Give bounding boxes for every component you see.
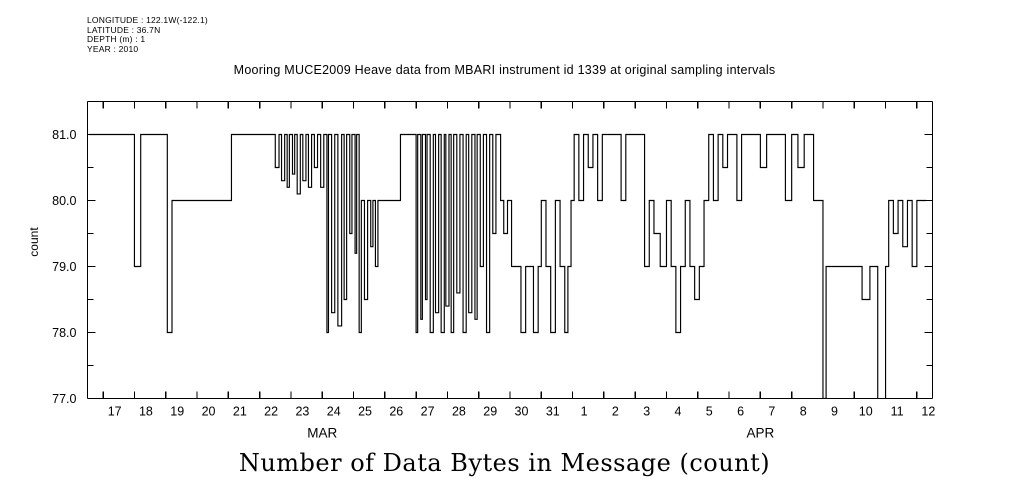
x-tick-label: 23 <box>295 405 309 419</box>
x-tick-label: 5 <box>706 405 713 419</box>
x-tick-label: 26 <box>389 405 403 419</box>
metadata-block: LONGITUDE : 122.1W(-122.1) LATITUDE : 36… <box>87 15 208 54</box>
x-tick-label: 29 <box>483 405 497 419</box>
x-tick-label: 24 <box>327 405 341 419</box>
metadata-year: YEAR : 2010 <box>87 43 139 54</box>
x-tick-label: 27 <box>421 405 435 419</box>
x-tick-label: 2 <box>612 405 619 419</box>
y-axis-title-text: count <box>27 227 41 257</box>
y-tick-label: 80.0 <box>52 194 76 208</box>
y-tick-label: 78.0 <box>52 326 76 340</box>
y-axis-tick-labels: 77.0 78.0 79.0 80.0 81.0 <box>52 128 76 406</box>
x-axis-ticks <box>102 101 918 399</box>
x-tick-label: 25 <box>358 405 372 419</box>
x-tick-label: 18 <box>139 405 153 419</box>
x-tick-label: 10 <box>859 405 873 419</box>
x-tick-label: 11 <box>891 405 904 419</box>
series-line <box>89 133 927 399</box>
y-axis-title: count <box>27 227 41 257</box>
y-tick-label: 79.0 <box>52 260 76 274</box>
figure-caption: Number of Data Bytes in Message (count) <box>238 449 771 477</box>
plot-title: Mooring MUCE2009 Heave data from MBARI i… <box>233 63 776 77</box>
x-tick-label: 3 <box>643 405 650 419</box>
x-tick-label: 4 <box>675 405 682 419</box>
month-label: MAR <box>307 426 337 441</box>
x-tick-label: 31 <box>546 405 560 419</box>
x-tick-label: 9 <box>831 405 838 419</box>
x-tick-label: 20 <box>202 405 216 419</box>
x-tick-label: 21 <box>233 405 247 419</box>
x-axis-tick-labels: 17 18 19 20 21 22 23 24 25 26 27 28 29 30 31 1 2 3 4 5 6 7 8 9 1… <box>108 405 936 419</box>
metadata-longitude: LONGITUDE : 122.1W(-122.1) <box>87 15 208 25</box>
y-tick-label: 81.0 <box>52 128 76 142</box>
y-tick-label: 77.0 <box>52 392 76 406</box>
x-tick-label: 17 <box>108 405 122 419</box>
x-tick-label: 19 <box>170 405 184 419</box>
plot-frame <box>86 100 934 400</box>
metadata-latitude: LATITUDE : 36.7N <box>87 24 161 35</box>
x-tick-label: 22 <box>264 405 278 419</box>
month-label: APR <box>746 426 774 441</box>
metadata-depth: DEPTH (m) : 1 <box>87 34 146 45</box>
x-tick-label: 12 <box>921 405 935 419</box>
x-tick-label: 28 <box>452 405 466 419</box>
x-tick-label: 6 <box>737 405 744 419</box>
x-tick-label: 8 <box>800 405 807 419</box>
x-tick-label: 7 <box>768 405 775 419</box>
month-labels: MAR APR <box>307 426 774 441</box>
y-axis-ticks <box>87 133 933 400</box>
x-tick-label: 30 <box>515 405 529 419</box>
data-series <box>89 133 927 399</box>
x-tick-label: 1 <box>581 405 588 419</box>
